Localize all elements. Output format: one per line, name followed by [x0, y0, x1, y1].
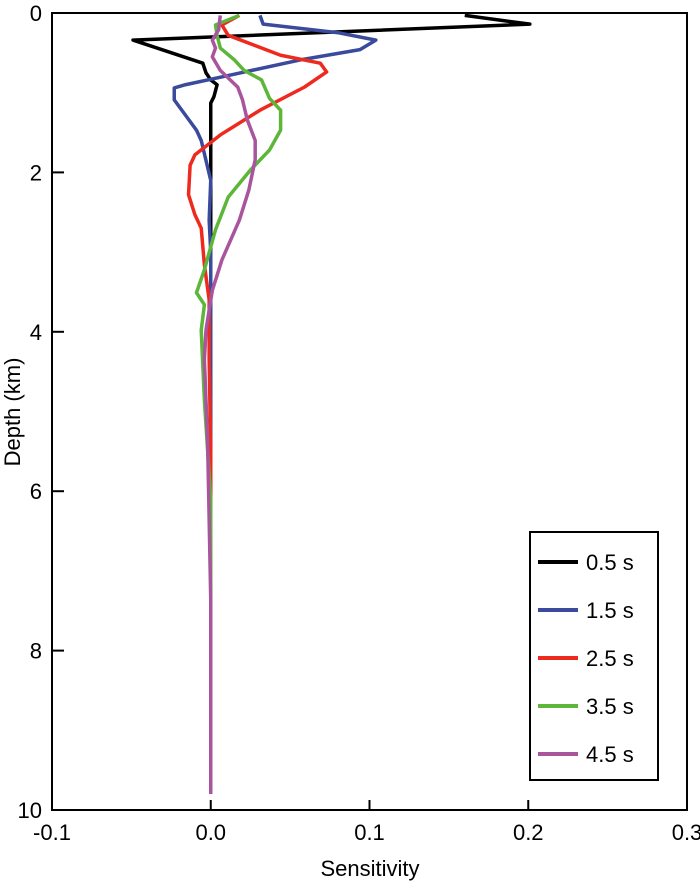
x-tick-label: 0.2	[513, 820, 544, 845]
series-line-1_5s	[172, 14, 378, 795]
y-tick-label: 6	[30, 479, 42, 504]
series-layer	[131, 13, 532, 795]
legend: 0.5 s 1.5 s 2.5 s 3.5 s 4.5 s	[529, 531, 659, 781]
legend-label: 1.5 s	[586, 598, 634, 623]
legend-label: 4.5 s	[586, 742, 634, 767]
legend-label: 0.5 s	[586, 550, 634, 575]
ticks-layer: -0.1 0.0 0.1 0.2 0.3 0 2 4 6 8 10	[18, 1, 700, 845]
series-line-0_5s	[131, 13, 532, 795]
series-line-3_5s	[194, 13, 283, 795]
y-tick-label: 10	[18, 798, 42, 823]
legend-label: 3.5 s	[586, 694, 634, 719]
series-line-4_5s	[202, 15, 257, 795]
x-tick-label: 0.1	[354, 820, 385, 845]
x-tick-label: -0.1	[33, 820, 71, 845]
legend-label: 2.5 s	[586, 646, 634, 671]
y-tick-label: 8	[30, 639, 42, 664]
y-tick-label: 4	[30, 320, 42, 345]
y-axis-label: Depth (km)	[0, 358, 25, 467]
x-axis-label: Sensitivity	[320, 856, 419, 881]
x-tick-label: 0.3	[672, 820, 700, 845]
y-tick-label: 0	[30, 1, 42, 26]
x-tick-label: 0.0	[195, 820, 226, 845]
y-tick-label: 2	[30, 160, 42, 185]
